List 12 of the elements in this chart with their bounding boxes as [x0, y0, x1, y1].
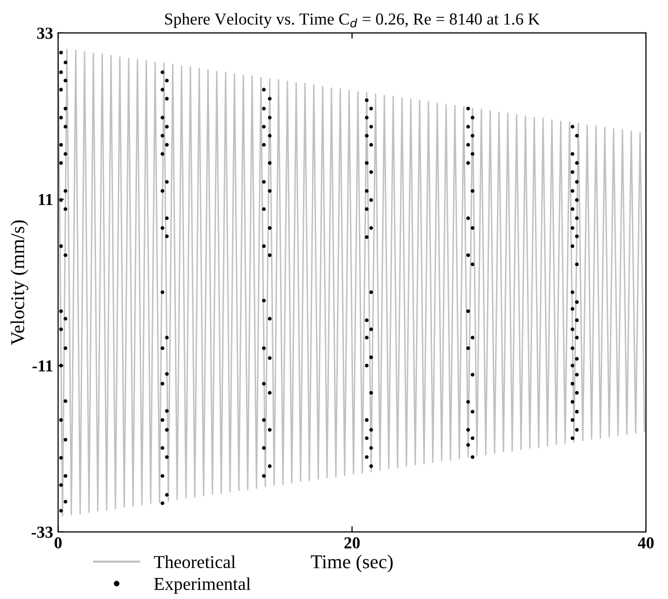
legend-label: Experimental	[154, 577, 251, 594]
y-tick-label: 11	[38, 194, 52, 206]
y-tick-label: -33	[32, 526, 53, 538]
legend-label: Theoretical	[154, 555, 236, 568]
x-tick-label: 0	[54, 537, 62, 548]
x-axis-title: Time (sec)	[310, 554, 393, 572]
x-tick-label: 40	[638, 537, 654, 548]
x-tick-label: 20	[344, 537, 360, 548]
chart-title: Sphere Velocity vs. Time C$_{d}$ = 0.26, Re = 8140 at 1.6 K	[165, 12, 540, 28]
y-axis-title: Velocity (mm/s)	[10, 220, 28, 346]
y-tick-label: 33	[37, 28, 53, 39]
y-tick-label: -11	[32, 360, 52, 372]
